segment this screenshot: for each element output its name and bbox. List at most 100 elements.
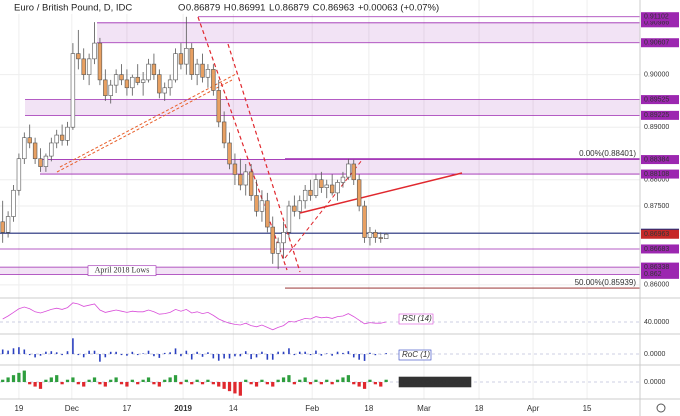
price-tag-bg bbox=[641, 262, 679, 272]
fib-label: 50.00%(0.85939) bbox=[575, 278, 637, 287]
x-tick-label: 18 bbox=[364, 404, 373, 413]
pane-legend: Consecutive Count bbox=[402, 377, 470, 386]
count-bar bbox=[103, 382, 107, 387]
price-tag-bg bbox=[641, 38, 679, 48]
candle-body bbox=[162, 87, 167, 94]
count-bar bbox=[308, 382, 313, 385]
count-bar bbox=[362, 382, 367, 389]
candle-body bbox=[227, 142, 232, 165]
count-bar bbox=[152, 382, 156, 385]
count-bar bbox=[38, 382, 43, 389]
count-bar bbox=[357, 382, 361, 387]
count-bar bbox=[55, 375, 59, 382]
candle-body bbox=[70, 53, 76, 128]
count-bar bbox=[206, 379, 210, 382]
zone bbox=[97, 22, 640, 43]
y-tick-label: 0.89000 bbox=[644, 124, 669, 131]
x-tick-label: Apr bbox=[527, 404, 540, 413]
count-bar bbox=[11, 375, 16, 382]
count-bar bbox=[211, 382, 215, 385]
candle-body bbox=[65, 126, 70, 141]
candle-body bbox=[124, 79, 130, 89]
count-bar bbox=[254, 382, 259, 387]
zone bbox=[0, 267, 640, 275]
count-bar bbox=[373, 382, 377, 385]
labels: 19 Dec 17 2019 14 Feb 18 Mar 18 Apr 15 0.90000 0.890… bbox=[14, 12, 679, 413]
count-bar bbox=[146, 377, 151, 382]
candle-body bbox=[49, 142, 54, 157]
count-bar bbox=[384, 379, 388, 382]
x-tick-label: 2019 bbox=[174, 404, 192, 413]
count-bar bbox=[109, 379, 113, 382]
ohlc-label: C bbox=[313, 3, 320, 14]
price-tag: 0.86963 bbox=[644, 231, 669, 238]
y-tick-label: 0.86000 bbox=[644, 282, 669, 289]
candle-body bbox=[248, 171, 254, 196]
count-bar bbox=[141, 379, 145, 382]
count-bar bbox=[330, 382, 334, 385]
ohlc-label: L bbox=[269, 3, 274, 14]
candle-body bbox=[92, 42, 97, 60]
candle-body bbox=[38, 158, 43, 167]
count-bar bbox=[314, 379, 318, 382]
candle-body bbox=[130, 76, 135, 89]
candle-body bbox=[324, 184, 329, 188]
count-bar bbox=[190, 382, 194, 385]
candle-body bbox=[146, 63, 151, 81]
candle-body bbox=[335, 182, 340, 194]
count-bar bbox=[233, 382, 237, 394]
count-bar bbox=[222, 382, 226, 389]
price-tag: 0.88108 bbox=[644, 171, 669, 178]
candle-body bbox=[178, 53, 184, 65]
candle-body bbox=[351, 163, 356, 181]
count-bar bbox=[227, 382, 232, 392]
candle-body bbox=[22, 137, 27, 160]
count-bar bbox=[92, 377, 97, 382]
price-tag-bg bbox=[641, 12, 679, 22]
trend-line bbox=[197, 16, 288, 271]
candle-body bbox=[346, 163, 351, 178]
count-bar bbox=[60, 382, 64, 385]
price-tag-bg bbox=[641, 18, 679, 28]
price-tag: 0.88384 bbox=[644, 156, 669, 163]
count-bar bbox=[287, 375, 291, 382]
price-tag: 0.86683 bbox=[644, 246, 669, 253]
x-tick-label: 14 bbox=[229, 404, 238, 413]
count-bar bbox=[346, 375, 350, 382]
candle-body bbox=[383, 233, 389, 239]
candle-body bbox=[329, 184, 335, 194]
y-tick-label: 0.88000 bbox=[644, 177, 669, 184]
candle-body bbox=[119, 74, 124, 81]
count-bar bbox=[195, 379, 199, 382]
candle-body bbox=[281, 232, 286, 244]
annotation: April 2018 Lows bbox=[95, 266, 150, 275]
candle-body bbox=[254, 195, 259, 212]
candle-body bbox=[86, 58, 92, 75]
count-bar bbox=[184, 379, 188, 382]
price-tag: 0.90986 bbox=[644, 20, 669, 27]
ohlc-value: 0.86991 bbox=[231, 3, 265, 14]
annotation-box bbox=[87, 265, 157, 277]
settings-icon[interactable] bbox=[656, 403, 666, 413]
price-tag-bg bbox=[641, 155, 679, 165]
change: +0.00063 (+0.07%) bbox=[358, 3, 439, 14]
count-bar bbox=[114, 377, 118, 382]
price-tag: 0.90607 bbox=[644, 40, 669, 47]
candle-body bbox=[113, 74, 119, 86]
candle-body bbox=[167, 79, 173, 89]
candle-body bbox=[265, 200, 270, 228]
candle-body bbox=[0, 221, 5, 233]
candle-body bbox=[184, 48, 189, 65]
y-tick-label: 0.0000 bbox=[644, 351, 666, 358]
count-bar bbox=[44, 379, 48, 382]
zones bbox=[0, 16, 640, 289]
candle-body bbox=[81, 58, 86, 75]
ohlc-value: 0.86879 bbox=[275, 3, 309, 14]
price-tag: 0.862 bbox=[644, 271, 662, 278]
candle-body bbox=[259, 200, 265, 212]
x-tick-label: 17 bbox=[122, 404, 131, 413]
price-tag-bg bbox=[641, 269, 679, 279]
candle-body bbox=[319, 179, 324, 188]
zone bbox=[40, 159, 640, 175]
